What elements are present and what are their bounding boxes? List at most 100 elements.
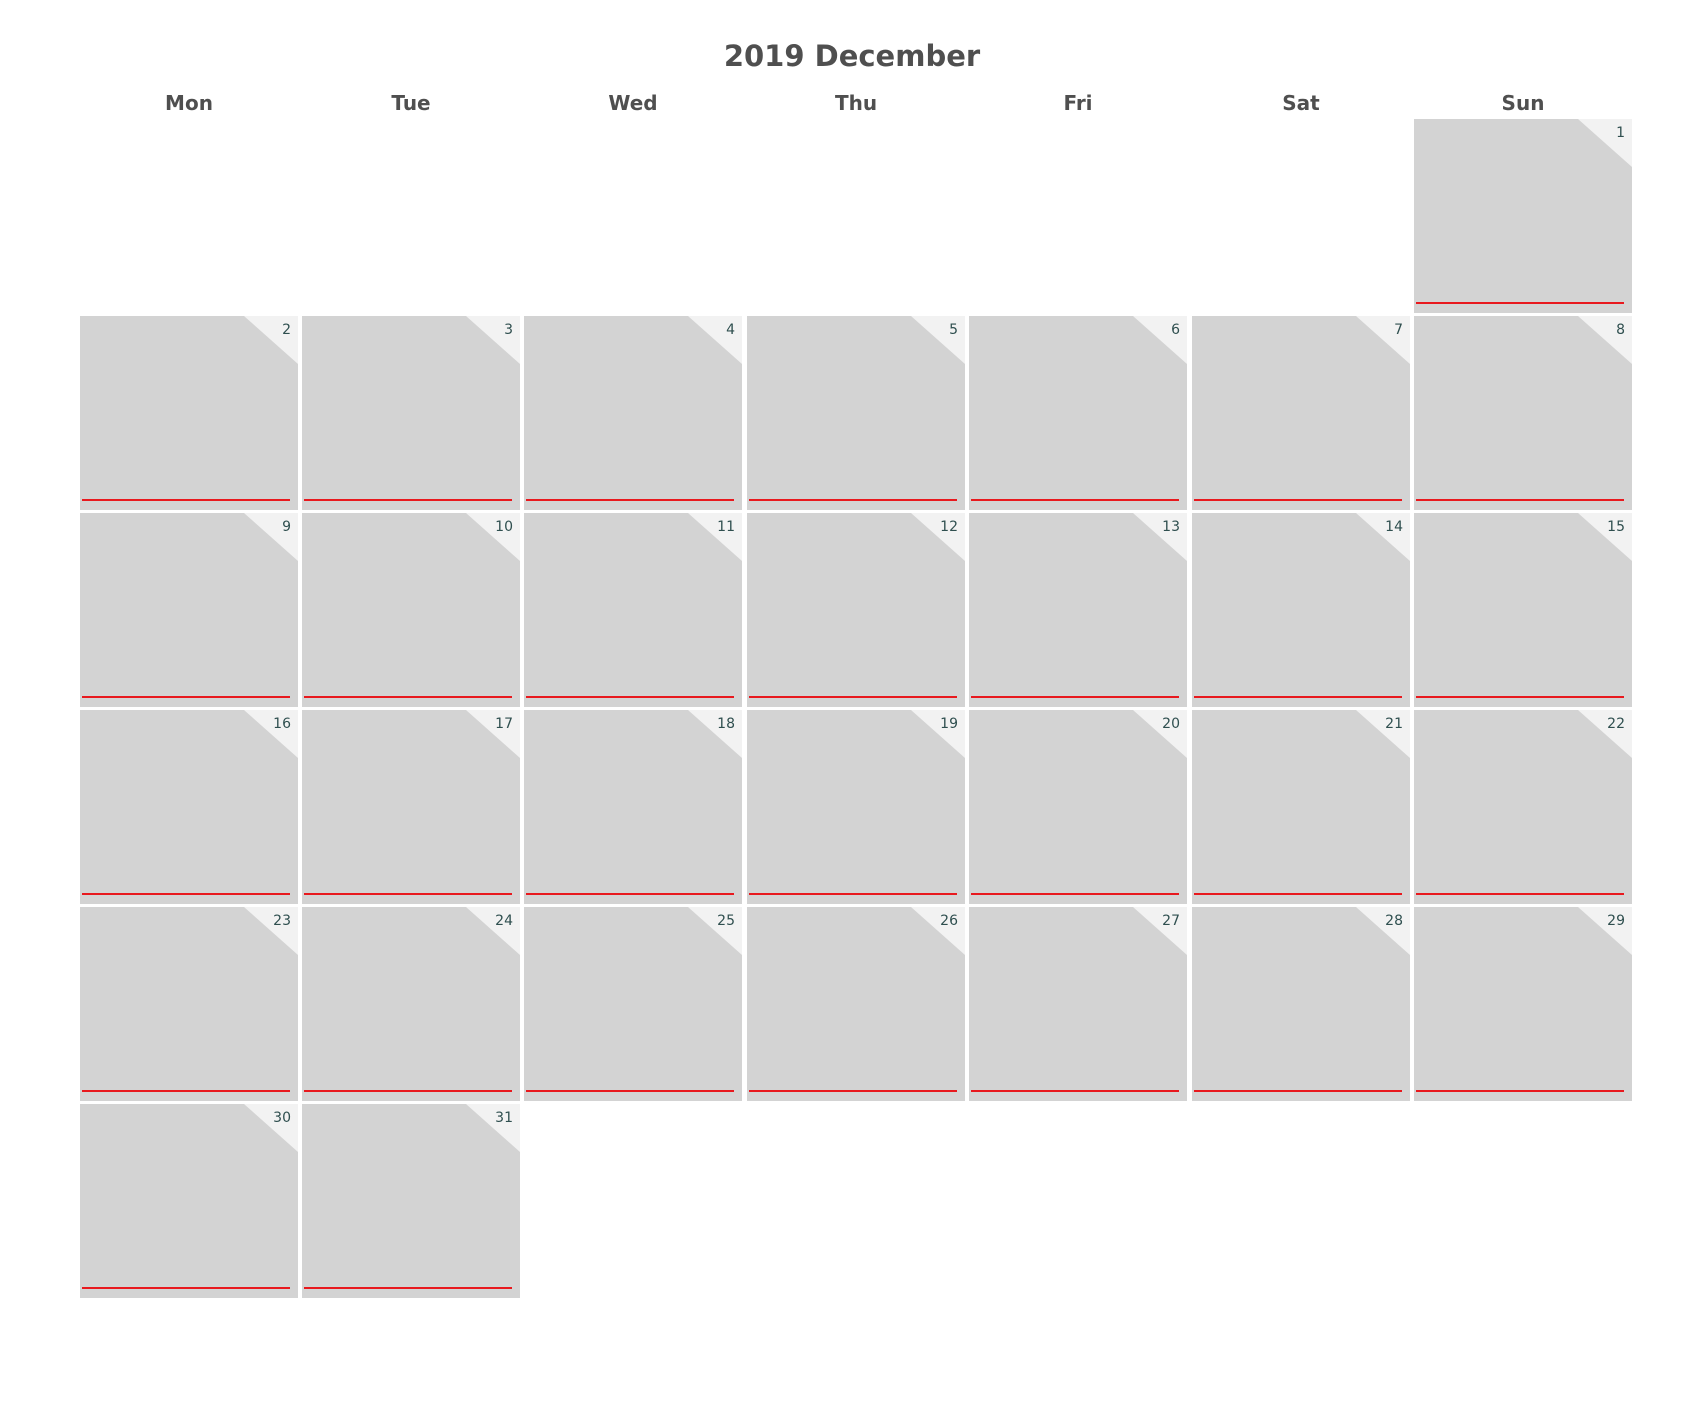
day-cell[interactable]: 1 xyxy=(1414,119,1632,313)
day-number: 24 xyxy=(495,913,513,929)
day-number: 10 xyxy=(495,519,513,535)
day-number: 3 xyxy=(504,322,513,338)
day-number: 9 xyxy=(282,519,291,535)
day-number: 12 xyxy=(940,519,958,535)
day-underline xyxy=(82,499,290,501)
day-underline xyxy=(526,499,734,501)
day-cell[interactable]: 13 xyxy=(969,513,1187,707)
day-number: 1 xyxy=(1616,125,1625,141)
day-underline xyxy=(1416,1090,1624,1092)
day-number: 26 xyxy=(940,913,958,929)
day-cell[interactable]: 5 xyxy=(747,316,965,510)
day-number: 30 xyxy=(273,1110,291,1126)
day-underline xyxy=(1416,499,1624,501)
day-cell[interactable]: 21 xyxy=(1192,710,1410,904)
day-cell[interactable]: 24 xyxy=(302,907,520,1101)
day-underline xyxy=(304,1090,512,1092)
day-number: 28 xyxy=(1385,913,1403,929)
day-cell[interactable]: 29 xyxy=(1414,907,1632,1101)
day-underline xyxy=(749,696,957,698)
day-underline xyxy=(1416,302,1624,304)
day-number: 21 xyxy=(1385,716,1403,732)
day-number: 16 xyxy=(273,716,291,732)
day-number: 8 xyxy=(1616,322,1625,338)
day-cell[interactable]: 10 xyxy=(302,513,520,707)
day-number: 6 xyxy=(1171,322,1180,338)
day-number: 11 xyxy=(717,519,735,535)
day-cell[interactable]: 2 xyxy=(80,316,298,510)
weekday-fri: Fri xyxy=(1063,91,1093,115)
weekday-wed: Wed xyxy=(608,91,658,115)
day-number: 17 xyxy=(495,716,513,732)
day-underline xyxy=(971,499,1179,501)
weekday-sun: Sun xyxy=(1501,91,1545,115)
day-cell[interactable]: 4 xyxy=(524,316,742,510)
day-underline xyxy=(749,1090,957,1092)
day-number: 13 xyxy=(1162,519,1180,535)
weekday-mon: Mon xyxy=(165,91,213,115)
day-underline xyxy=(82,1090,290,1092)
day-cell[interactable]: 30 xyxy=(80,1104,298,1298)
day-cell[interactable]: 3 xyxy=(302,316,520,510)
day-underline xyxy=(1194,1090,1402,1092)
day-number: 18 xyxy=(717,716,735,732)
day-underline xyxy=(749,893,957,895)
day-number: 15 xyxy=(1607,519,1625,535)
day-number: 22 xyxy=(1607,716,1625,732)
day-cell[interactable]: 8 xyxy=(1414,316,1632,510)
day-number: 31 xyxy=(495,1110,513,1126)
day-underline xyxy=(1416,696,1624,698)
day-underline xyxy=(82,1287,290,1289)
day-underline xyxy=(526,1090,734,1092)
day-cell[interactable]: 18 xyxy=(524,710,742,904)
day-cell[interactable]: 27 xyxy=(969,907,1187,1101)
day-underline xyxy=(1194,893,1402,895)
day-number: 20 xyxy=(1162,716,1180,732)
day-number: 27 xyxy=(1162,913,1180,929)
day-underline xyxy=(971,1090,1179,1092)
day-underline xyxy=(526,696,734,698)
day-number: 29 xyxy=(1607,913,1625,929)
day-cell[interactable]: 26 xyxy=(747,907,965,1101)
day-cell[interactable]: 25 xyxy=(524,907,742,1101)
day-underline xyxy=(1194,696,1402,698)
day-cell[interactable]: 22 xyxy=(1414,710,1632,904)
day-underline xyxy=(1416,893,1624,895)
day-underline xyxy=(971,893,1179,895)
weekday-thu: Thu xyxy=(834,91,878,115)
day-underline xyxy=(1194,499,1402,501)
day-number: 19 xyxy=(940,716,958,732)
weekday-sat: Sat xyxy=(1282,91,1320,115)
calendar-title: 2019 December xyxy=(723,39,981,73)
day-cell[interactable]: 17 xyxy=(302,710,520,904)
day-underline xyxy=(82,893,290,895)
day-cell[interactable]: 6 xyxy=(969,316,1187,510)
day-underline xyxy=(749,499,957,501)
day-underline xyxy=(304,499,512,501)
day-underline xyxy=(971,696,1179,698)
day-number: 25 xyxy=(717,913,735,929)
day-cell[interactable]: 16 xyxy=(80,710,298,904)
day-cell[interactable]: 11 xyxy=(524,513,742,707)
day-number: 4 xyxy=(726,322,735,338)
day-cell[interactable]: 7 xyxy=(1192,316,1410,510)
day-number: 14 xyxy=(1385,519,1403,535)
day-cell[interactable]: 31 xyxy=(302,1104,520,1298)
day-number: 7 xyxy=(1394,322,1403,338)
day-cell[interactable]: 23 xyxy=(80,907,298,1101)
day-underline xyxy=(304,696,512,698)
day-underline xyxy=(526,893,734,895)
weekday-tue: Tue xyxy=(391,91,431,115)
day-cell[interactable]: 20 xyxy=(969,710,1187,904)
day-number: 5 xyxy=(949,322,958,338)
day-cell[interactable]: 14 xyxy=(1192,513,1410,707)
day-number: 23 xyxy=(273,913,291,929)
day-cell[interactable]: 9 xyxy=(80,513,298,707)
day-cell[interactable]: 12 xyxy=(747,513,965,707)
day-cell[interactable]: 28 xyxy=(1192,907,1410,1101)
day-cell[interactable]: 19 xyxy=(747,710,965,904)
day-underline xyxy=(82,696,290,698)
day-cell[interactable]: 15 xyxy=(1414,513,1632,707)
day-number: 2 xyxy=(282,322,291,338)
day-underline xyxy=(304,1287,512,1289)
